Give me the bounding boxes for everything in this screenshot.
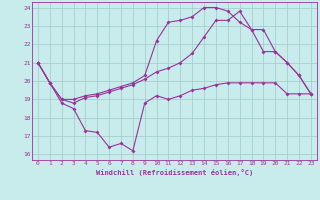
X-axis label: Windchill (Refroidissement éolien,°C): Windchill (Refroidissement éolien,°C) [96,169,253,176]
